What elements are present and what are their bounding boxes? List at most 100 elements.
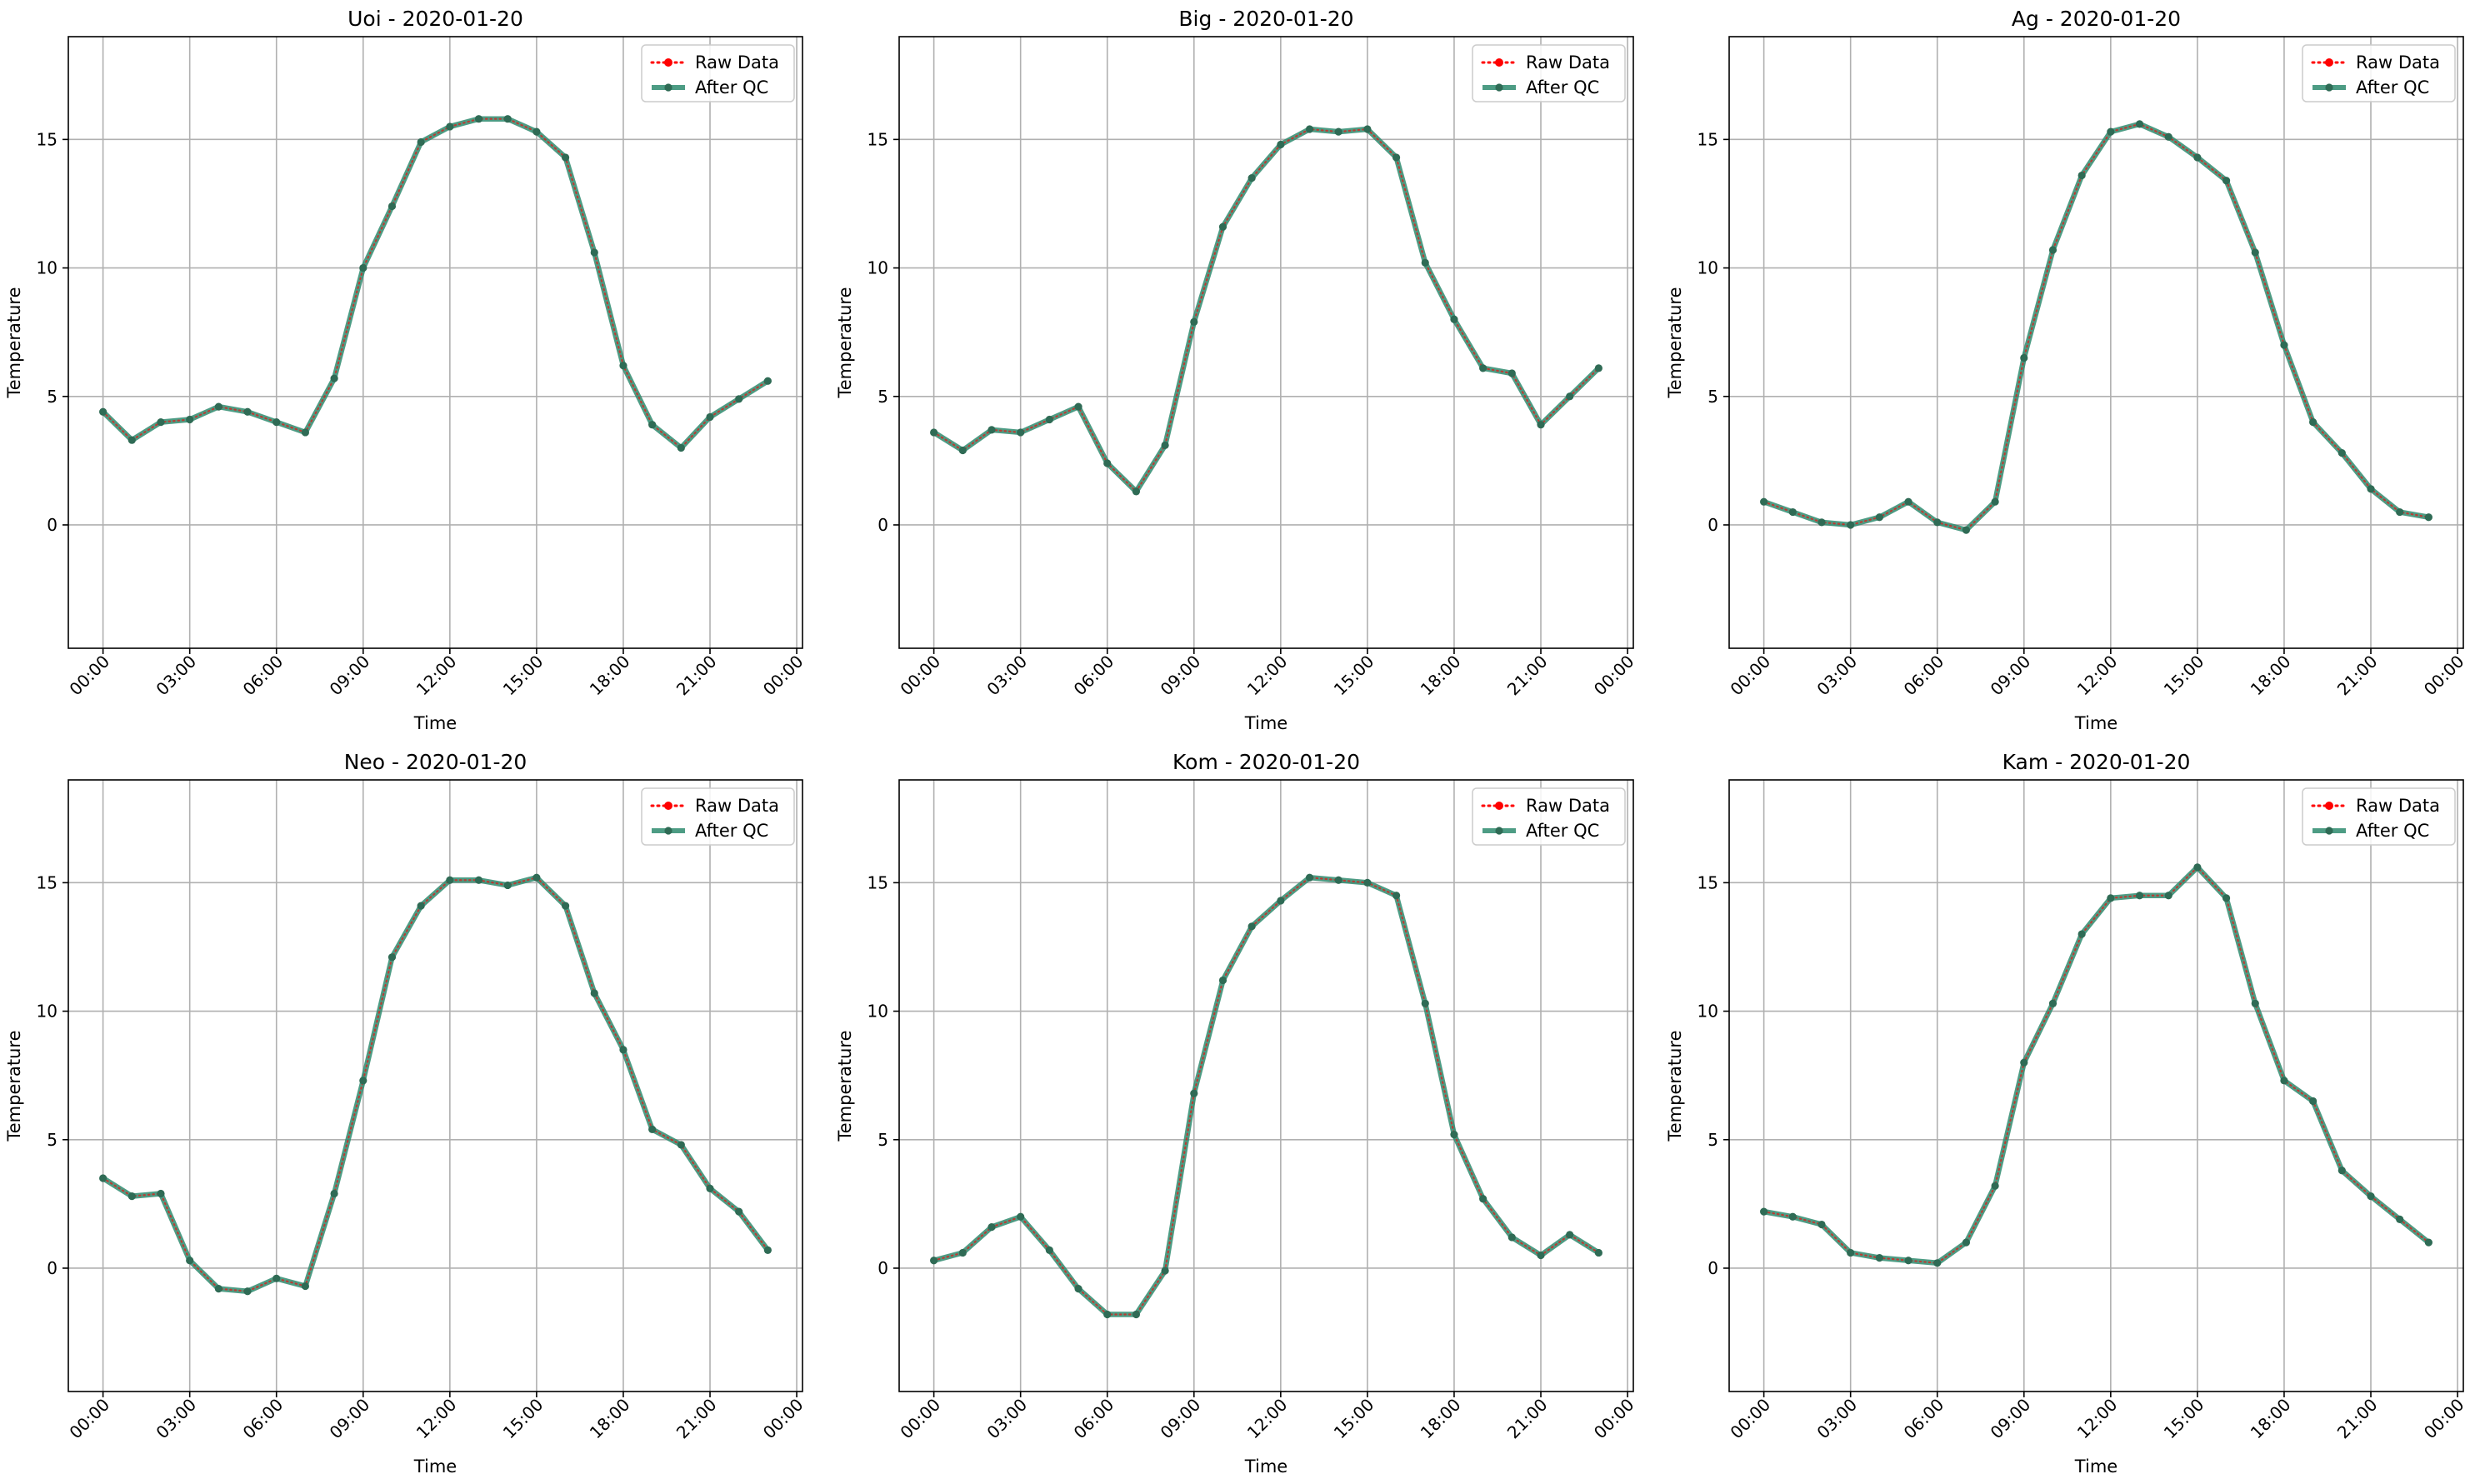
data-point-after-qc	[1045, 415, 1053, 424]
x-tick-label: 12:00	[412, 652, 461, 700]
y-tick-label: 15	[37, 129, 58, 149]
data-point-after-qc	[2135, 120, 2144, 128]
data-point-after-qc	[128, 1192, 136, 1201]
x-tick-label: 15:00	[499, 1395, 548, 1443]
y-axis-label: Temperature	[1665, 287, 1685, 398]
subplot-4: 0 5 10 15 00:00 03:00 06:00 09:00 12:00 15:00 18:0…	[835, 750, 1638, 1477]
legend-raw-marker	[1495, 802, 1503, 810]
y-tick-label: 10	[37, 258, 58, 278]
data-point-after-qc	[561, 902, 570, 910]
y-tick-label: 15	[1698, 872, 1718, 892]
data-point-after-qc	[2078, 930, 2086, 938]
data-point-after-qc	[128, 436, 136, 444]
y-tick-label: 10	[868, 258, 888, 278]
legend-qc-marker	[2325, 827, 2333, 835]
data-point-after-qc	[735, 395, 743, 403]
x-tick-label: 03:00	[1812, 1395, 1861, 1443]
legend-qc-marker	[1495, 827, 1503, 835]
y-tick-label: 0	[1708, 515, 1718, 535]
data-point-after-qc	[2193, 863, 2202, 872]
x-tick-label: 00:00	[1726, 1395, 1774, 1443]
data-point-after-qc	[214, 1285, 222, 1293]
data-point-after-qc	[2193, 153, 2202, 162]
data-point-after-qc	[1991, 497, 1999, 506]
data-point-after-qc	[330, 374, 338, 382]
x-axis-label: Time	[2074, 713, 2118, 733]
data-point-after-qc	[359, 263, 368, 272]
data-point-after-qc	[503, 881, 512, 890]
data-point-after-qc	[1074, 1285, 1082, 1293]
x-tick-label: 06:00	[1070, 1395, 1118, 1443]
data-point-after-qc	[1788, 1212, 1797, 1221]
y-tick-label: 0	[878, 515, 888, 535]
subplot-3: 0 5 10 15 00:00 03:00 06:00 09:00 12:00 15:00 18:0…	[4, 750, 808, 1477]
data-point-after-qc	[1847, 521, 1855, 529]
x-tick-label: 15:00	[2160, 652, 2208, 700]
x-tick-label: 03:00	[152, 1395, 200, 1443]
data-point-after-qc	[2338, 449, 2346, 457]
data-point-after-qc	[1334, 876, 1342, 884]
data-point-after-qc	[1933, 1259, 1942, 1267]
data-point-after-qc	[2338, 1167, 2346, 1175]
plot-frame	[1728, 779, 2464, 1392]
data-point-after-qc	[186, 415, 194, 424]
data-point-after-qc	[1594, 1248, 1602, 1257]
x-tick-label: 09:00	[1157, 652, 1205, 700]
legend-qc-marker	[1495, 83, 1503, 92]
x-axis-label: Time	[2074, 1457, 2118, 1477]
data-point-after-qc	[2222, 894, 2231, 902]
data-point-after-qc	[1017, 1212, 1025, 1221]
data-point-after-qc	[706, 1184, 714, 1192]
x-tick-label: 12:00	[2073, 1395, 2122, 1443]
x-tick-label: 18:00	[2247, 652, 2295, 700]
x-tick-label: 21:00	[2333, 652, 2382, 700]
data-point-after-qc	[2424, 513, 2432, 522]
legend-raw-marker	[2325, 58, 2333, 67]
y-tick-label: 15	[1698, 129, 1718, 149]
data-point-after-qc	[301, 428, 310, 437]
legend-raw-label: Raw Data	[695, 52, 779, 72]
x-tick-label: 15:00	[1330, 1395, 1378, 1443]
x-tick-label: 09:00	[1157, 1395, 1205, 1443]
data-point-after-qc	[590, 989, 598, 997]
subplot-2: 0 5 10 15 00:00 03:00 06:00 09:00 12:00 15:00 18:0…	[1665, 7, 2468, 733]
data-point-after-qc	[2107, 127, 2115, 136]
data-point-after-qc	[417, 902, 425, 910]
series-line-raw-data	[102, 876, 769, 1292]
x-tick-label: 12:00	[1243, 652, 1292, 700]
data-point-after-qc	[1933, 518, 1942, 527]
data-point-after-qc	[590, 248, 598, 257]
data-point-after-qc	[2164, 132, 2172, 141]
data-point-after-qc	[2251, 248, 2259, 257]
data-point-after-qc	[1334, 127, 1342, 136]
data-point-after-qc	[763, 1246, 772, 1254]
x-tick-label: 00:00	[759, 1395, 808, 1443]
data-point-after-qc	[388, 953, 397, 962]
y-tick-label: 0	[47, 1258, 58, 1278]
x-axis-label: Time	[1244, 713, 1288, 733]
x-tick-label: 09:00	[326, 652, 374, 700]
subplot-title: Big - 2020-01-20	[1178, 7, 1353, 31]
data-point-after-qc	[2020, 1058, 2028, 1067]
legend-qc-label: After QC	[1526, 821, 1599, 841]
series-line-raw-data	[1762, 122, 2430, 532]
data-point-after-qc	[1450, 1130, 1458, 1139]
x-tick-label: 15:00	[1330, 652, 1378, 700]
x-tick-label: 00:00	[65, 1395, 113, 1443]
data-point-after-qc	[958, 1248, 967, 1257]
legend-raw-marker	[664, 802, 672, 810]
y-tick-label: 5	[878, 1130, 888, 1150]
data-point-after-qc	[1363, 125, 1372, 133]
y-tick-label: 0	[1708, 1258, 1718, 1278]
data-point-after-qc	[417, 137, 425, 147]
data-point-after-qc	[2424, 1238, 2432, 1247]
legend-raw-marker	[1495, 58, 1503, 67]
data-point-after-qc	[157, 1189, 165, 1198]
legend-raw-label: Raw Data	[2356, 52, 2440, 72]
data-point-after-qc	[1248, 174, 1256, 182]
subplot-1: 0 5 10 15 00:00 03:00 06:00 09:00 12:00 15:00 18:0…	[835, 7, 1638, 733]
data-point-after-qc	[359, 1077, 368, 1085]
subplot-0: 0 5 10 15 00:00 03:00 06:00 09:00 12:00 15:00 18:0…	[4, 7, 808, 733]
series-line-after-qc	[1761, 121, 2432, 533]
y-tick-label: 5	[1708, 1130, 1718, 1150]
